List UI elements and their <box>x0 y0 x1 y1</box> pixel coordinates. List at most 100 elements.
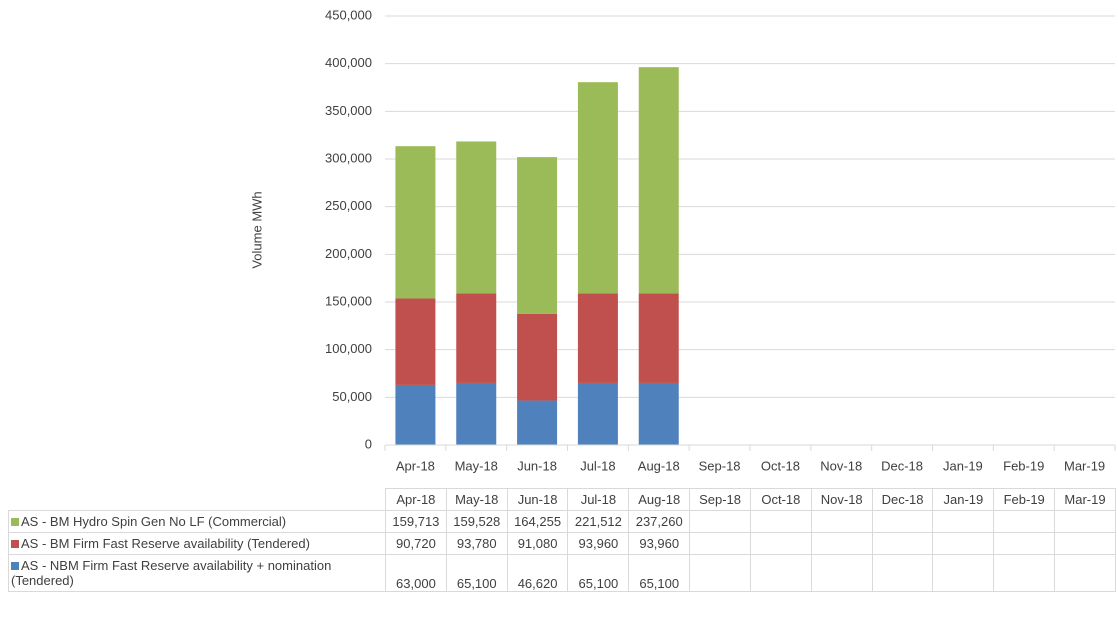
table-row: AS - BM Hydro Spin Gen No LF (Commercial… <box>8 510 1116 533</box>
data-table: Apr-18 May-18 Jun-18 Jul-18 Aug-18 Sep-18 Oct-… <box>8 488 1116 592</box>
table-cell <box>871 510 934 533</box>
table-cell: 90,720 <box>385 532 447 555</box>
table-cell <box>749 532 812 555</box>
bar-segment <box>517 313 558 401</box>
table-header: Apr-18 <box>385 488 447 511</box>
table-cell <box>689 510 751 533</box>
value-label: 65,100 <box>578 576 619 591</box>
table-cell <box>810 532 873 555</box>
value-label: 90,720 <box>396 536 436 551</box>
x-tick-label: Dec-18 <box>881 458 923 473</box>
table-cell: 93,780 <box>445 532 508 555</box>
bar-segment <box>517 400 558 445</box>
y-tick-label: 250,000 <box>325 198 372 213</box>
legend-cell: AS - NBM Firm Fast Reserve availability … <box>8 554 386 592</box>
table-cell <box>749 510 812 533</box>
bar-segment <box>638 67 679 294</box>
value-label: 159,528 <box>453 514 501 529</box>
x-tick-label: May-18 <box>455 458 498 473</box>
table-cell: 91,080 <box>506 532 569 555</box>
table-header-row: Apr-18 May-18 Jun-18 Jul-18 Aug-18 Sep-18 Oct-… <box>8 488 1116 511</box>
table-row: AS - NBM Firm Fast Reserve availability … <box>8 554 1116 592</box>
legend-cell: AS - BM Hydro Spin Gen No LF (Commercial… <box>8 510 386 533</box>
table-cell: 159,528 <box>445 510 508 533</box>
table-corner <box>8 488 386 511</box>
table-cell: 63,000 <box>385 554 447 592</box>
x-tick-label: Apr-18 <box>396 458 435 473</box>
bar-segment <box>395 384 436 445</box>
value-label: 63,000 <box>396 576 436 591</box>
table-cell <box>689 554 751 592</box>
bar-segment <box>395 298 436 385</box>
value-label: 221,512 <box>574 514 622 529</box>
table-header: Sep-18 <box>689 488 751 511</box>
y-tick-label: 350,000 <box>325 103 372 118</box>
value-label: 65,100 <box>639 576 680 591</box>
table-cell: 159,713 <box>385 510 447 533</box>
x-tick-label: Jul-18 <box>580 458 615 473</box>
table-cell: 93,960 <box>567 532 630 555</box>
table-header: Dec-18 <box>871 488 934 511</box>
y-tick-label: 0 <box>365 436 372 451</box>
table-header: Jul-18 <box>567 488 630 511</box>
table-cell: 93,960 <box>628 532 691 555</box>
bar-segment <box>638 382 679 445</box>
bar-segment <box>456 382 497 445</box>
bar-segment <box>395 146 436 299</box>
table-cell <box>993 510 1056 533</box>
x-tick-label: Jun-18 <box>517 458 557 473</box>
table-header: Aug-18 <box>628 488 691 511</box>
legend-swatch <box>11 562 19 570</box>
x-tick-label: Mar-19 <box>1064 458 1105 473</box>
table-cell: 221,512 <box>567 510 630 533</box>
bar-segment <box>517 157 558 314</box>
bar-segment <box>456 293 497 383</box>
table-row: AS - BM Firm Fast Reserve availability (… <box>8 532 1116 555</box>
y-tick-label: 400,000 <box>325 55 372 70</box>
legend-swatch <box>11 518 19 526</box>
table-cell <box>932 554 995 592</box>
value-label: 237,260 <box>635 514 683 529</box>
table-cell <box>689 532 751 555</box>
table-cell <box>871 532 934 555</box>
table-cell: 237,260 <box>628 510 691 533</box>
y-tick-label: 150,000 <box>325 293 372 308</box>
table-header: Jun-18 <box>506 488 569 511</box>
legend-cell: AS - BM Firm Fast Reserve availability (… <box>8 532 386 555</box>
table-header: Feb-19 <box>993 488 1056 511</box>
y-axis-label: Volume MWh <box>249 191 264 268</box>
y-tick-label: 50,000 <box>332 389 372 404</box>
x-tick-label: Aug-18 <box>638 458 680 473</box>
table-cell <box>749 554 812 592</box>
table-header: May-18 <box>445 488 508 511</box>
bar-segment <box>638 293 679 383</box>
y-tick-label: 100,000 <box>325 341 372 356</box>
legend-swatch <box>11 540 19 548</box>
table-header: Oct-18 <box>749 488 812 511</box>
value-label: 65,100 <box>456 576 497 591</box>
x-tick-label: Feb-19 <box>1003 458 1044 473</box>
legend-label: AS - NBM Firm Fast Reserve availability … <box>11 558 332 588</box>
table-cell <box>1054 532 1116 555</box>
table-cell <box>932 510 995 533</box>
value-label: 164,255 <box>514 514 562 529</box>
x-tick-label: Oct-18 <box>761 458 800 473</box>
table-header: Nov-18 <box>810 488 873 511</box>
table-cell <box>1054 554 1116 592</box>
x-tick-label: Jan-19 <box>943 458 983 473</box>
value-label: 91,080 <box>517 536 558 551</box>
table-cell <box>993 554 1056 592</box>
table-cell <box>871 554 934 592</box>
value-label: 93,960 <box>639 536 680 551</box>
x-tick-label: Nov-18 <box>820 458 862 473</box>
bar-segment <box>577 82 618 294</box>
table-cell: 65,100 <box>445 554 508 592</box>
bar-segment <box>456 141 497 294</box>
value-label: 159,713 <box>392 514 440 529</box>
table-cell: 65,100 <box>628 554 691 592</box>
bar-segment <box>577 382 618 445</box>
y-tick-label: 200,000 <box>325 246 372 261</box>
y-tick-label: 300,000 <box>325 150 372 165</box>
